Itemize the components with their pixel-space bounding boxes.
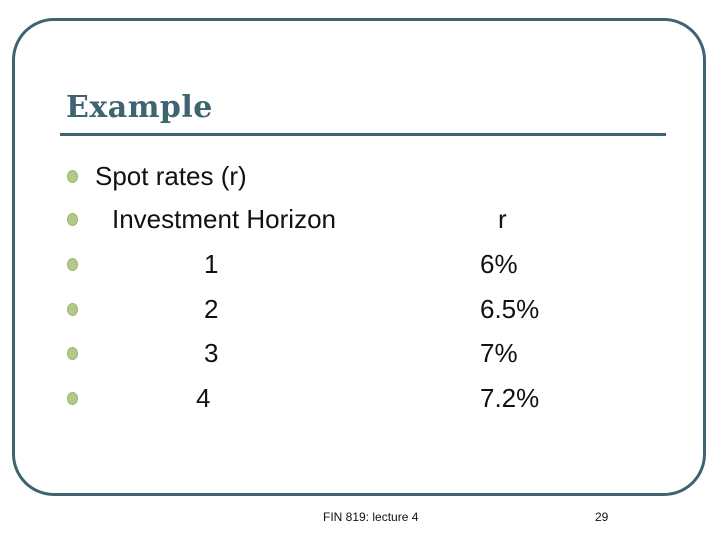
bullet-icon (67, 258, 78, 271)
title-underline (60, 133, 666, 136)
rate-value: 6.5% (480, 294, 540, 324)
horizon-value: 2 (204, 294, 219, 324)
footer-text: FIN 819: lecture 4 (323, 510, 419, 524)
bullet-icon (67, 392, 78, 405)
slide-title: Example (66, 90, 213, 125)
slide-frame (12, 18, 706, 496)
horizon-value: 3 (204, 338, 219, 368)
horizon-value: 4 (196, 383, 211, 413)
page-number: 29 (595, 510, 609, 524)
bullet-icon (67, 347, 78, 360)
bullet-icon (67, 213, 78, 226)
column-header-rate: r (498, 204, 507, 234)
rate-value: 6% (480, 249, 518, 279)
horizon-value: 1 (204, 249, 219, 279)
bullet-icon (67, 170, 78, 183)
bullet-text-spot-rates: Spot rates (r) (95, 161, 247, 191)
column-header-horizon: Investment Horizon (112, 204, 336, 234)
bullet-icon (67, 303, 78, 316)
rate-value: 7% (480, 338, 518, 368)
rate-value: 7.2% (480, 383, 540, 413)
